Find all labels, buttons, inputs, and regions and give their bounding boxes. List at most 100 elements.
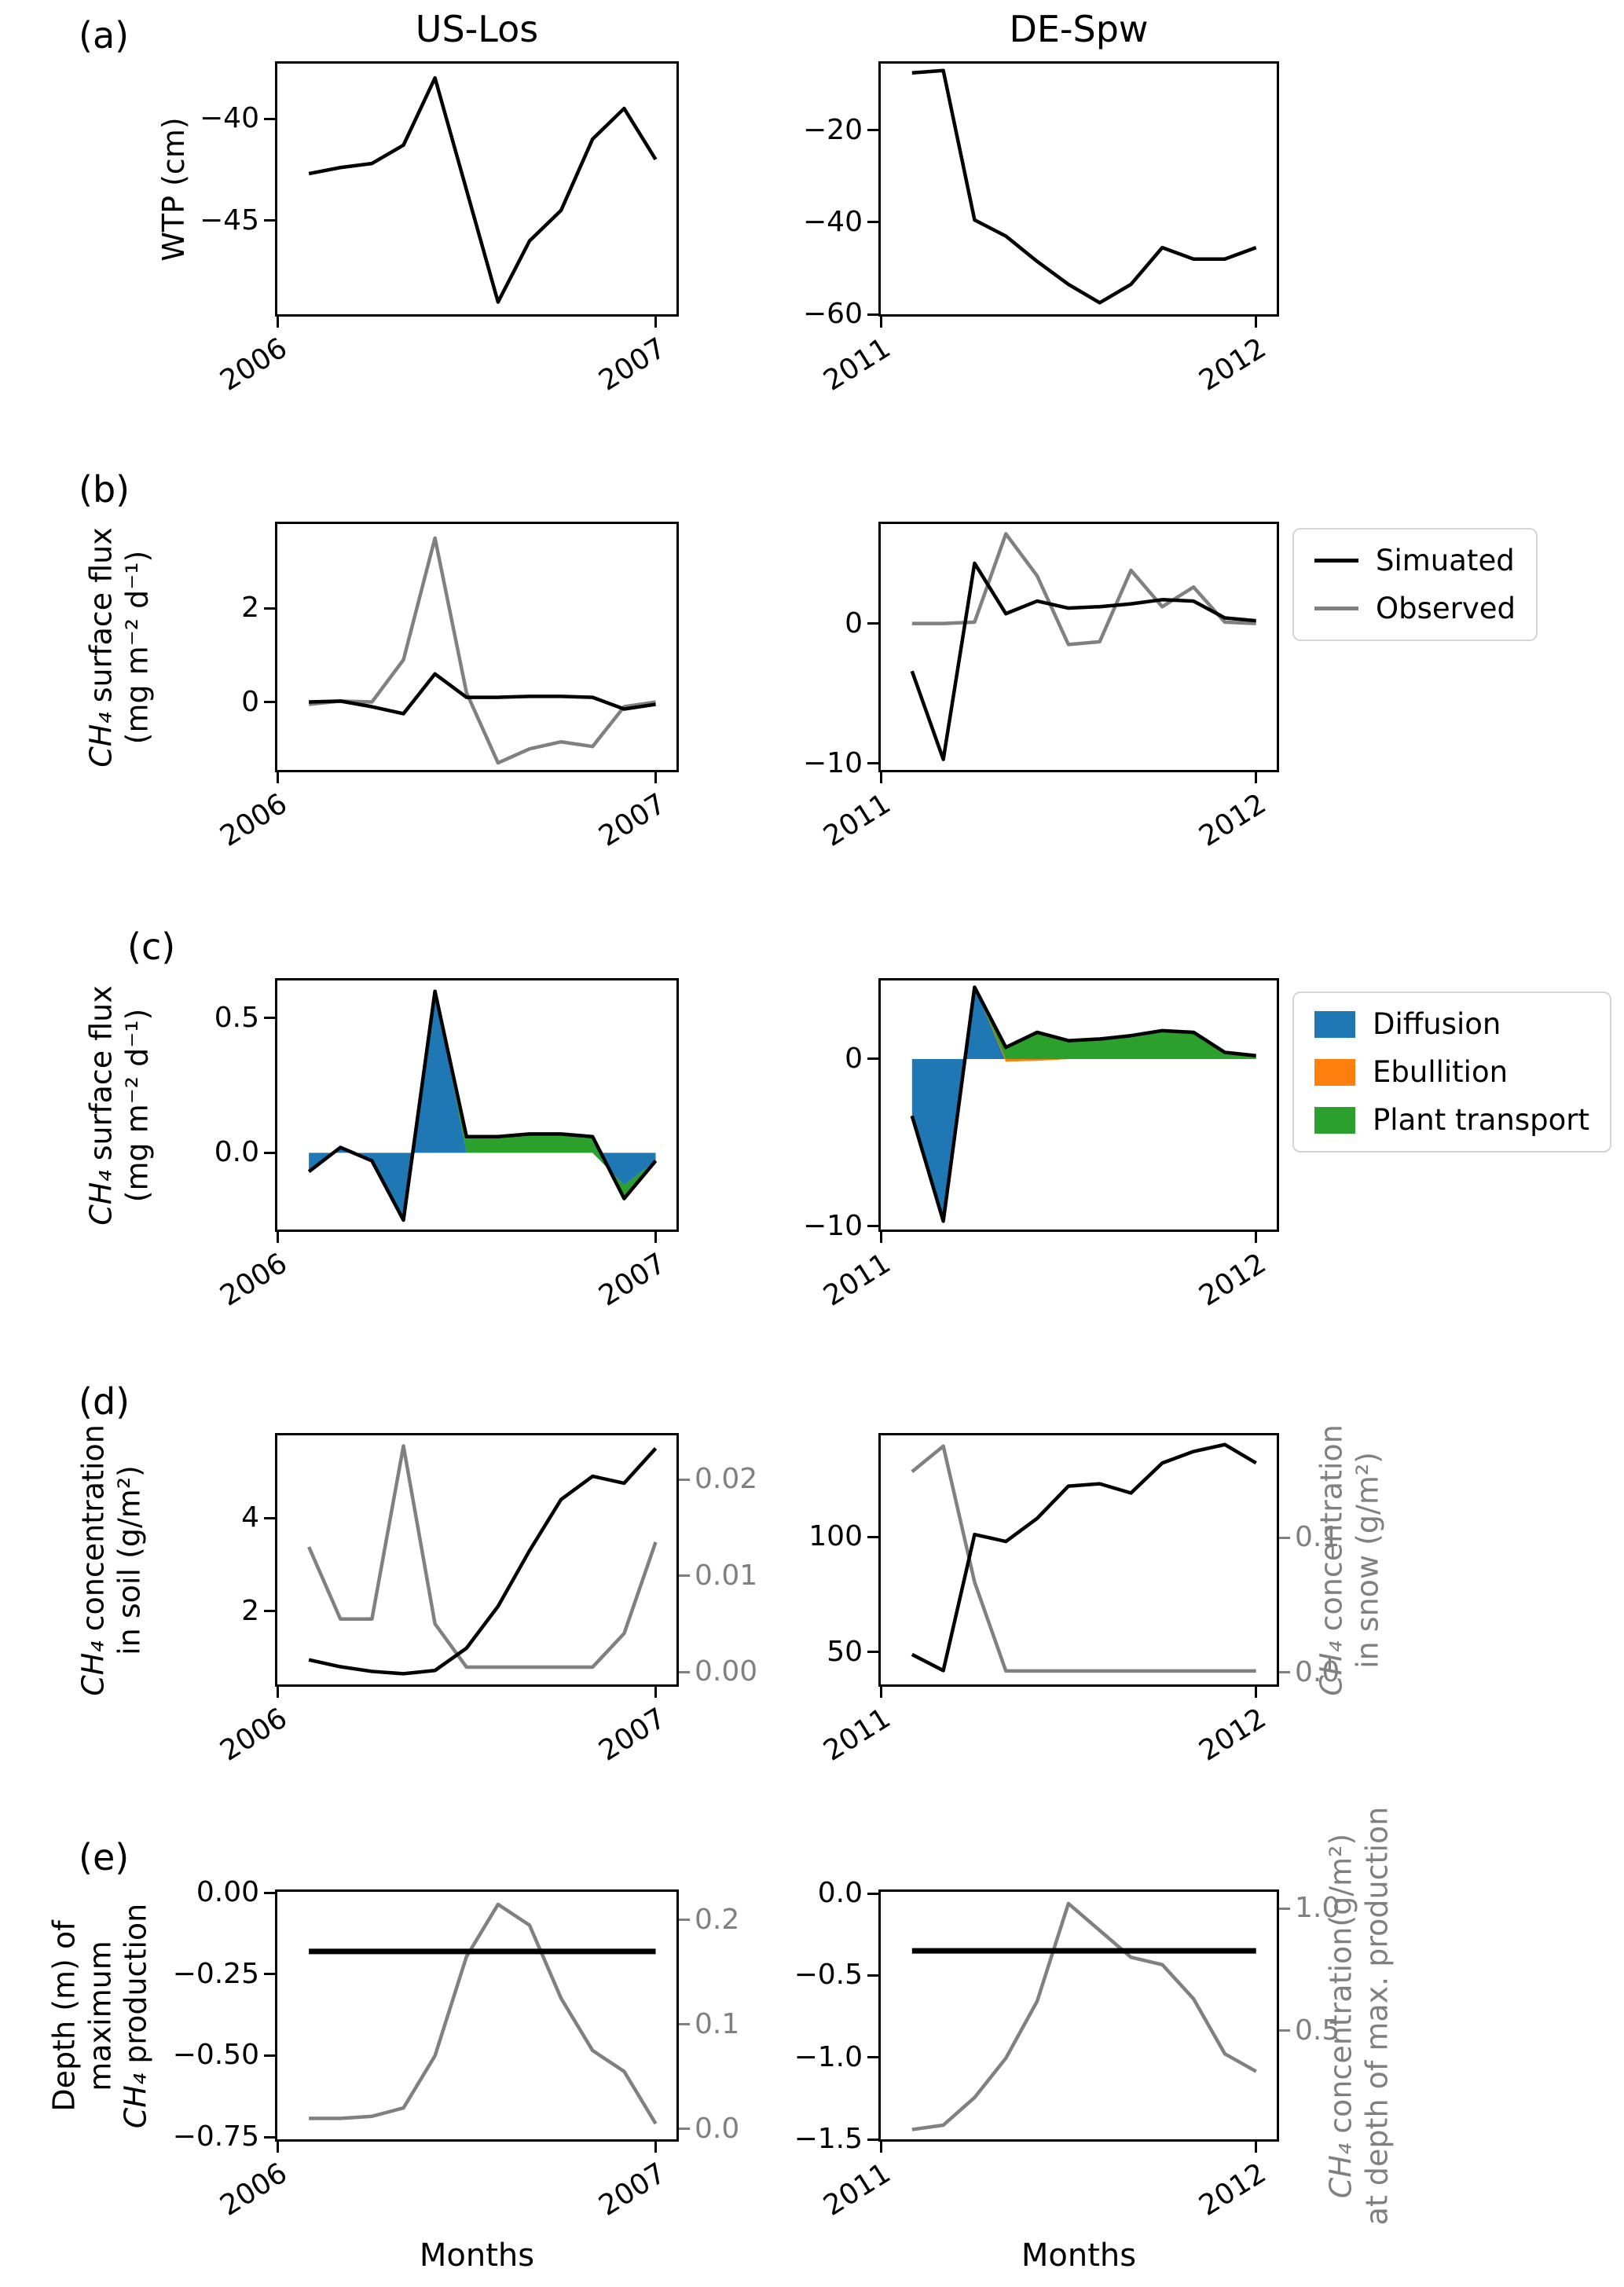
wtp-line [308, 75, 658, 304]
y-tick-label: 0.0 [817, 1877, 863, 1910]
y-tickmark [867, 1974, 878, 1977]
legend-item-observed: Observed [1314, 592, 1516, 625]
x-tick-label: 2011 [818, 332, 897, 398]
legend-components: Diffusion Ebullition Plant transport [1292, 991, 1611, 1153]
right-y-axis-label-d-de: CH₄ concentration in snow (g/m²) [1314, 1424, 1384, 1696]
total-flux-line [910, 985, 1256, 1223]
right-y-axis-label-e-de: CH₄ concentration(g/m²) at depth of max. … [1323, 1806, 1394, 2225]
y-tickmark [867, 2056, 878, 2059]
observed-line [308, 536, 656, 765]
panel-letter-b: (b) [79, 468, 130, 511]
y-tickmark [867, 1651, 878, 1654]
x-tickmark [276, 317, 279, 328]
y-tick-label: 4 [241, 1501, 259, 1534]
legend-label-observed: Observed [1376, 592, 1516, 625]
y-tick-label-right: 1.0 [1295, 1892, 1340, 1925]
y-tick-label: −40 [200, 102, 259, 135]
y-tickmark-right [1279, 1671, 1290, 1674]
y-tick-label: −10 [803, 1209, 863, 1242]
plant-transport-swatch [1314, 1106, 1355, 1134]
plot-area-b-us [308, 536, 656, 765]
y-tickmark-right [1279, 2029, 1290, 2032]
y-tick-label-right: 0.00 [695, 1655, 758, 1688]
y-tickmark [264, 1610, 275, 1613]
x-tickmark [1255, 317, 1258, 328]
y-tick-label-right: 0.01 [695, 1559, 758, 1592]
y-tick-label: 0.5 [214, 1001, 259, 1034]
plot-area-c-us [307, 989, 658, 1222]
diffusion-area [911, 987, 1256, 1222]
legend-label-diffusion: Diffusion [1373, 1007, 1501, 1041]
x-tickmark [276, 772, 279, 783]
y-tick-label: −1.0 [794, 2040, 863, 2073]
y-tick-label-right: 0.0 [1295, 1655, 1340, 1688]
y-tick-label: −10 [803, 746, 863, 779]
y-tick-label: −60 [803, 298, 863, 330]
x-tickmark [654, 317, 658, 328]
y-tick-label: −0.50 [172, 2039, 259, 2072]
ebullition-area [911, 987, 1256, 1222]
simulated-line-swatch [1314, 559, 1358, 563]
y-tick-label-right: 0.1 [1295, 1521, 1340, 1554]
panel-d-de [878, 1433, 1279, 1687]
y-axis-label-a-us: WTP (cm) [156, 116, 192, 262]
y-tick-label: 0.00 [196, 1876, 259, 1909]
y-tick-label-right: 0.5 [1295, 2014, 1340, 2047]
x-tickmark [879, 1687, 882, 1698]
x-tick-label: 2011 [818, 2157, 897, 2223]
y-tickmark [867, 1057, 878, 1061]
simuated-line [910, 561, 1256, 761]
legend-item-diffusion: Diffusion [1314, 1007, 1589, 1041]
y-tick-label-right: 0.2 [695, 1903, 740, 1936]
y-tickmark-right [679, 1478, 690, 1481]
plot-area-a-de [911, 68, 1257, 305]
y-tick-label-right: 0.1 [695, 2007, 740, 2040]
y-tickmark [867, 221, 878, 224]
y-tickmark [264, 1973, 275, 1976]
ch4-in-soil-line [308, 1447, 658, 1676]
panel-letter-e: (e) [79, 1836, 130, 1878]
panel-letter-d: (d) [79, 1380, 130, 1423]
x-tick-label: 2007 [593, 787, 672, 853]
panel-a-de [878, 61, 1279, 317]
x-tickmark [654, 2142, 658, 2153]
panel-letter-a: (a) [79, 14, 130, 57]
y-tickmark [264, 1151, 275, 1154]
x-tickmark [1255, 772, 1258, 783]
y-axis-label-b-us: CH₄ surface flux (mg m⁻² d⁻¹) [83, 526, 154, 768]
plant-transport-area [911, 987, 1256, 1222]
y-tick-label: 50 [827, 1635, 863, 1668]
diffusion-area [309, 991, 656, 1221]
y-tickmark-right [679, 2023, 690, 2026]
y-tickmark-right [679, 1919, 690, 1922]
y-tick-label: −1.5 [794, 2123, 863, 2155]
y-tick-label: −40 [803, 205, 863, 238]
x-tickmark [879, 2142, 882, 2153]
observed-line-swatch [1314, 607, 1358, 610]
x-tickmark [879, 772, 882, 783]
x-tick-label: 2006 [214, 1702, 294, 1768]
y-tickmark [264, 117, 275, 120]
y-tickmark [264, 219, 275, 222]
ebullition-area [309, 991, 656, 1221]
y-tickmark [264, 701, 275, 704]
column-title-de-spw: DE-Spw [1009, 8, 1149, 50]
x-tick-label: 2006 [214, 332, 294, 398]
x-tick-label: 2012 [1193, 1247, 1272, 1313]
panel-e-us [275, 1889, 679, 2142]
plot-area-c-de [910, 985, 1256, 1223]
y-tick-label: −20 [803, 113, 863, 146]
y-tick-label-right: 0.0 [695, 2112, 740, 2145]
observed-line [911, 532, 1256, 647]
x-tickmark [276, 2142, 279, 2153]
y-tickmark-right [679, 2128, 690, 2131]
x-tick-label: 2011 [818, 1702, 897, 1768]
y-tickmark [867, 1892, 878, 1895]
y-tick-label: 0 [845, 607, 863, 640]
y-axis-label-c-us: CH₄ surface flux (mg m⁻² d⁻¹) [83, 984, 154, 1226]
ch4-in-snow-line [911, 1444, 1256, 1673]
panel-c-de [878, 978, 1279, 1232]
plot-area-e-de [911, 1901, 1257, 2131]
x-tick-label: 2007 [593, 1247, 672, 1313]
